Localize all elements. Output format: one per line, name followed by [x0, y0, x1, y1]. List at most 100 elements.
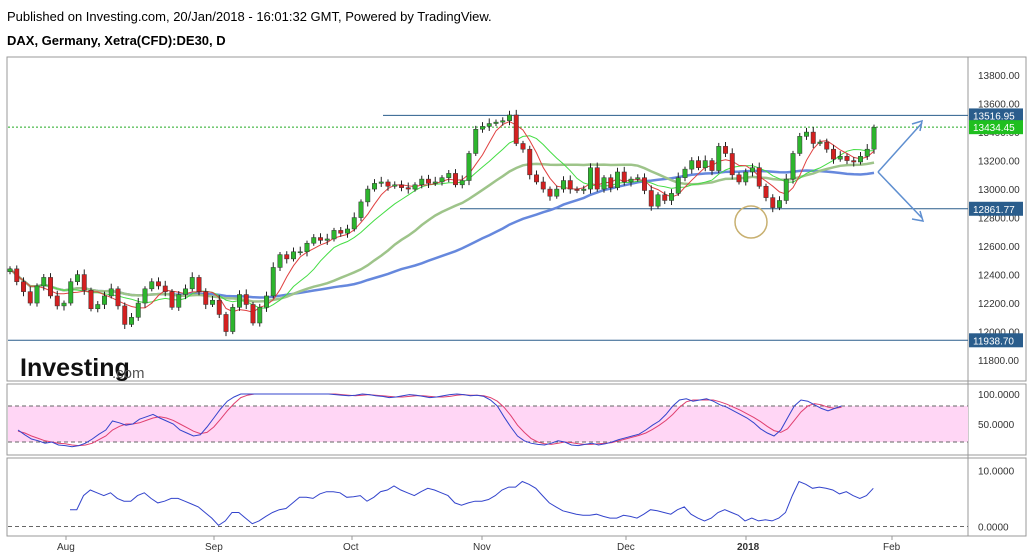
candle-body — [831, 148, 836, 160]
candle-body — [675, 177, 681, 194]
candle-body — [871, 126, 877, 150]
candle-body — [716, 146, 722, 171]
price-tag — [969, 120, 1023, 135]
candle-body — [439, 177, 445, 183]
candle-body — [250, 304, 256, 324]
stoch-d-line — [17, 393, 842, 447]
candle-body — [95, 304, 101, 310]
candle-body — [513, 114, 519, 144]
x-tick-label: Sep — [205, 542, 223, 553]
candle-body — [547, 188, 553, 197]
candle-body — [210, 299, 215, 305]
candle-body — [601, 177, 607, 190]
candle-body — [635, 177, 641, 180]
candle-body — [736, 174, 742, 183]
candle-body — [21, 281, 26, 292]
logo-suffix: .com — [112, 365, 145, 382]
candle-body — [797, 136, 803, 154]
candle-body — [169, 291, 175, 308]
candle-body — [176, 294, 182, 308]
candle-body — [574, 188, 580, 191]
candle-body — [682, 168, 688, 178]
candle-body — [277, 254, 283, 268]
price-tick-label: 12600.00 — [978, 242, 1020, 253]
candle-body — [122, 305, 128, 325]
candle-body — [473, 128, 479, 154]
candle-body — [81, 274, 87, 291]
candle-body — [135, 302, 141, 318]
overbought-oversold-band — [8, 406, 968, 442]
candle-body — [723, 146, 728, 154]
candle-body — [27, 291, 33, 304]
price-tick-label: 13800.00 — [978, 71, 1020, 82]
arrow-down-annotation — [877, 171, 925, 222]
price-tag-label: 12861.77 — [973, 205, 1015, 216]
candle-body — [324, 238, 330, 241]
published-info: Published on Investing.com, 20/Jan/2018 … — [7, 9, 492, 24]
candle-body — [75, 274, 80, 282]
x-tick-label: Oct — [343, 542, 359, 553]
candle-body — [331, 230, 337, 240]
stoch-tick-label: 50.0000 — [978, 420, 1015, 431]
candle-body — [270, 267, 276, 297]
logo-text: Investing — [20, 354, 130, 382]
candle-body — [405, 187, 411, 190]
candle-body — [466, 153, 472, 181]
candle-body — [432, 181, 438, 184]
candle-body — [810, 131, 816, 144]
candle-body — [108, 288, 114, 297]
candle-body — [419, 178, 425, 186]
ma-mid-line — [9, 135, 875, 309]
candle-body — [203, 291, 209, 305]
candle-body — [662, 194, 668, 201]
candle-body — [655, 194, 661, 207]
candle-body — [804, 131, 809, 137]
candle-body — [149, 281, 155, 290]
main-panel-frame — [6, 56, 1027, 382]
candle-body — [534, 174, 539, 183]
candle-body — [527, 148, 533, 176]
candle-body — [621, 171, 627, 183]
x-tick-label: Aug — [57, 542, 75, 553]
candle-body — [567, 180, 573, 190]
candle-body — [689, 160, 695, 170]
candle-body — [88, 289, 94, 310]
candle-body — [284, 254, 290, 260]
symbol-title: DAX, Germany, Xetra(CFD):DE30, D — [7, 33, 226, 48]
price-tag — [969, 201, 1023, 216]
stoch-tick-label: 100.0000 — [978, 390, 1020, 401]
x-tick-label: Feb — [883, 542, 901, 553]
price-tag-label: 13434.45 — [973, 123, 1015, 134]
candle-body — [777, 200, 782, 208]
ma-long-line — [9, 169, 875, 299]
candle-body — [365, 188, 371, 203]
candle-body — [446, 173, 452, 178]
candle-body — [14, 268, 20, 282]
candle-body — [709, 160, 715, 171]
candle-body — [594, 167, 600, 190]
candle-body — [237, 294, 242, 308]
x-tick-label: Nov — [473, 542, 491, 553]
candle-body — [311, 237, 317, 244]
candle-body — [102, 295, 107, 305]
price-tag — [969, 333, 1023, 348]
ma-fast-line — [9, 120, 875, 313]
price-tick-label: 13200.00 — [978, 157, 1020, 168]
price-tick-label: 12200.00 — [978, 299, 1020, 310]
candle-body — [851, 160, 857, 163]
candle-body — [696, 160, 701, 168]
candle-body — [453, 173, 458, 186]
candle-body — [129, 317, 134, 325]
arrow-up-annotation — [877, 119, 923, 173]
candle-body — [162, 285, 168, 292]
candle-body — [608, 177, 614, 188]
candle-body — [257, 307, 263, 324]
candle-body — [230, 307, 236, 332]
momentum-line — [70, 480, 874, 527]
candle-body — [378, 181, 384, 184]
candle-body — [426, 178, 431, 184]
price-tag-label: 13516.95 — [973, 111, 1015, 122]
candle-body — [520, 143, 526, 150]
candle-body — [412, 184, 418, 190]
